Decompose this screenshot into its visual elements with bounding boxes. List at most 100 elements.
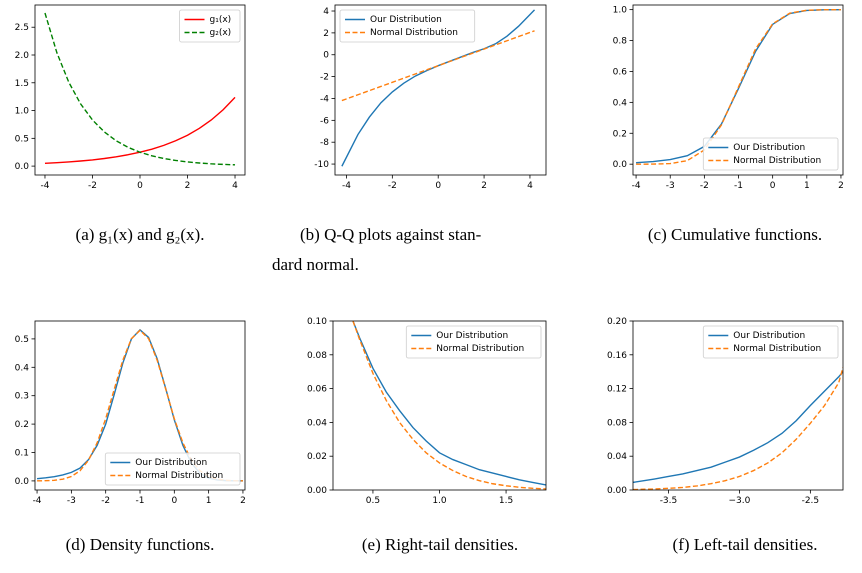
y-tick-label: 0.00 <box>307 486 327 496</box>
x-tick-label: 4 <box>527 181 533 191</box>
subplot: -4 -3 -2 -1 0 1 2 0.0 0.2 0.4 0.6 0.8 1.0 Our Distrib… <box>613 4 844 191</box>
x-tick-label: 2 <box>481 181 487 191</box>
legend-label: Our Distribution <box>135 458 207 468</box>
axes-frame <box>34 4 246 176</box>
y-tick-label: 0.20 <box>607 317 627 327</box>
y-tick-label: 0.5 <box>15 134 29 144</box>
caption: (f) Left-tail densities. <box>673 535 818 554</box>
x-tick-label: 0 <box>137 181 143 191</box>
legend-frame <box>179 9 241 43</box>
x-tick-label: 1.0 <box>432 496 447 506</box>
caption: (c) Cumulative functions. <box>648 225 822 244</box>
x-tick-label: -3.5 <box>660 496 678 506</box>
x-tick-label: -2 <box>88 181 97 191</box>
y-tick-label: 0.4 <box>15 363 30 373</box>
x-tick-label: -3 <box>67 496 76 506</box>
x-tick-label: -2 <box>101 496 110 506</box>
x-tick-label: -1 <box>136 496 145 506</box>
legend: Our Distribution Normal Distribution <box>702 137 839 171</box>
line-series <box>633 371 843 484</box>
legend-frame <box>405 325 542 359</box>
legend-frame <box>702 325 839 359</box>
subplot: -3.5 −3.0 -2.5 0.00 0.04 0.08 0.12 0.16 0.20 Our … <box>607 317 844 506</box>
line-series <box>352 321 546 490</box>
y-tick-label: 1.0 <box>613 6 628 16</box>
y-tick-label: 0.0 <box>613 160 628 170</box>
legend-label: Our Distribution <box>436 331 508 341</box>
legend-label: Our Distribution <box>370 15 442 25</box>
caption: dard normal. <box>272 255 359 274</box>
y-tick-label: 0.8 <box>613 37 628 47</box>
line-series <box>341 30 535 102</box>
x-tick-label: 0.5 <box>366 496 380 506</box>
y-tick-label: -6 <box>320 116 329 126</box>
y-tick-label: 1.0 <box>15 107 30 117</box>
x-tick-label: 0 <box>171 496 177 506</box>
legend-label: Normal Distribution <box>135 471 223 481</box>
line-series <box>636 8 841 164</box>
line-series <box>636 8 841 165</box>
y-tick-label: 0.12 <box>607 385 627 395</box>
legend-frame <box>104 452 241 486</box>
y-tick-label: 0.04 <box>307 418 327 428</box>
legend-label: g₁(x) <box>210 15 232 25</box>
caption: (a) g₁(x) and g₂(x). <box>76 225 205 244</box>
y-tick-label: 0.2 <box>15 420 29 430</box>
y-tick-label: 4 <box>323 7 329 17</box>
caption: (e) Right-tail densities. <box>362 535 518 554</box>
line-series <box>352 321 546 486</box>
line-series <box>44 96 236 165</box>
legend: Our Distribution Normal Distribution <box>339 9 476 43</box>
legend-label: Normal Distribution <box>436 344 524 354</box>
y-tick-label: 0.08 <box>607 418 627 428</box>
legend-frame <box>339 9 476 43</box>
y-tick-label: -2 <box>320 73 329 83</box>
y-tick-label: 0.5 <box>15 335 29 345</box>
y-tick-label: 0.1 <box>15 449 29 459</box>
x-tick-label: -4 <box>632 181 641 191</box>
x-tick-label: -2.5 <box>802 496 820 506</box>
legend-label: Our Distribution <box>733 143 805 153</box>
x-tick-label: -4 <box>342 181 351 191</box>
line-series <box>44 12 236 166</box>
subplot: -4 -2 0 2 4 0.0 0.5 1.0 1.5 2.0 2.5 g₁(x) g₂(x) <box>15 4 246 191</box>
y-tick-label: 0.2 <box>613 129 627 139</box>
axes-frame <box>34 320 246 491</box>
axes-frame <box>632 4 844 176</box>
legend-label: Normal Distribution <box>733 156 821 166</box>
y-tick-label: 1.5 <box>15 79 29 89</box>
subplot: 0.5 1.0 1.5 0.00 0.02 0.04 0.06 0.08 0.10 Our Dis… <box>307 317 547 506</box>
legend: g₁(x) g₂(x) <box>179 9 241 43</box>
x-tick-label: 1 <box>206 496 212 506</box>
legend-label: Normal Distribution <box>370 28 458 38</box>
x-tick-label: 1.5 <box>499 496 513 506</box>
x-tick-label: 2 <box>240 496 246 506</box>
y-tick-label: 0.0 <box>15 162 30 172</box>
x-tick-label: -2 <box>388 181 397 191</box>
y-tick-label: -8 <box>320 138 329 148</box>
x-tick-label: 2 <box>185 181 191 191</box>
y-tick-label: 0.0 <box>15 477 30 487</box>
y-tick-label: 0.08 <box>307 351 327 361</box>
y-tick-label: 0.06 <box>307 385 327 395</box>
axes-frame <box>632 320 844 491</box>
y-tick-label: 0.00 <box>607 486 627 496</box>
y-tick-label: -4 <box>320 94 329 104</box>
line-series <box>633 367 843 490</box>
y-tick-label: 0.16 <box>607 351 627 361</box>
axes-frame <box>334 4 547 176</box>
y-tick-label: 2.0 <box>15 51 30 61</box>
subplot: -4 -3 -2 -1 0 1 2 0.0 0.1 0.2 0.3 0.4 0.5 Our Distrib… <box>15 320 246 506</box>
legend-label: Normal Distribution <box>733 344 821 354</box>
y-tick-label: 0.10 <box>307 317 327 327</box>
caption: (d) Density functions. <box>66 535 215 554</box>
x-tick-label: 2 <box>838 181 844 191</box>
y-tick-label: 0.6 <box>613 67 628 77</box>
legend-label: Our Distribution <box>733 331 805 341</box>
x-tick-label: −3.0 <box>728 496 750 506</box>
y-tick-label: 0.4 <box>613 98 628 108</box>
x-tick-label: 1 <box>804 181 810 191</box>
y-tick-label: 0 <box>323 51 329 61</box>
legend-frame <box>702 137 839 171</box>
